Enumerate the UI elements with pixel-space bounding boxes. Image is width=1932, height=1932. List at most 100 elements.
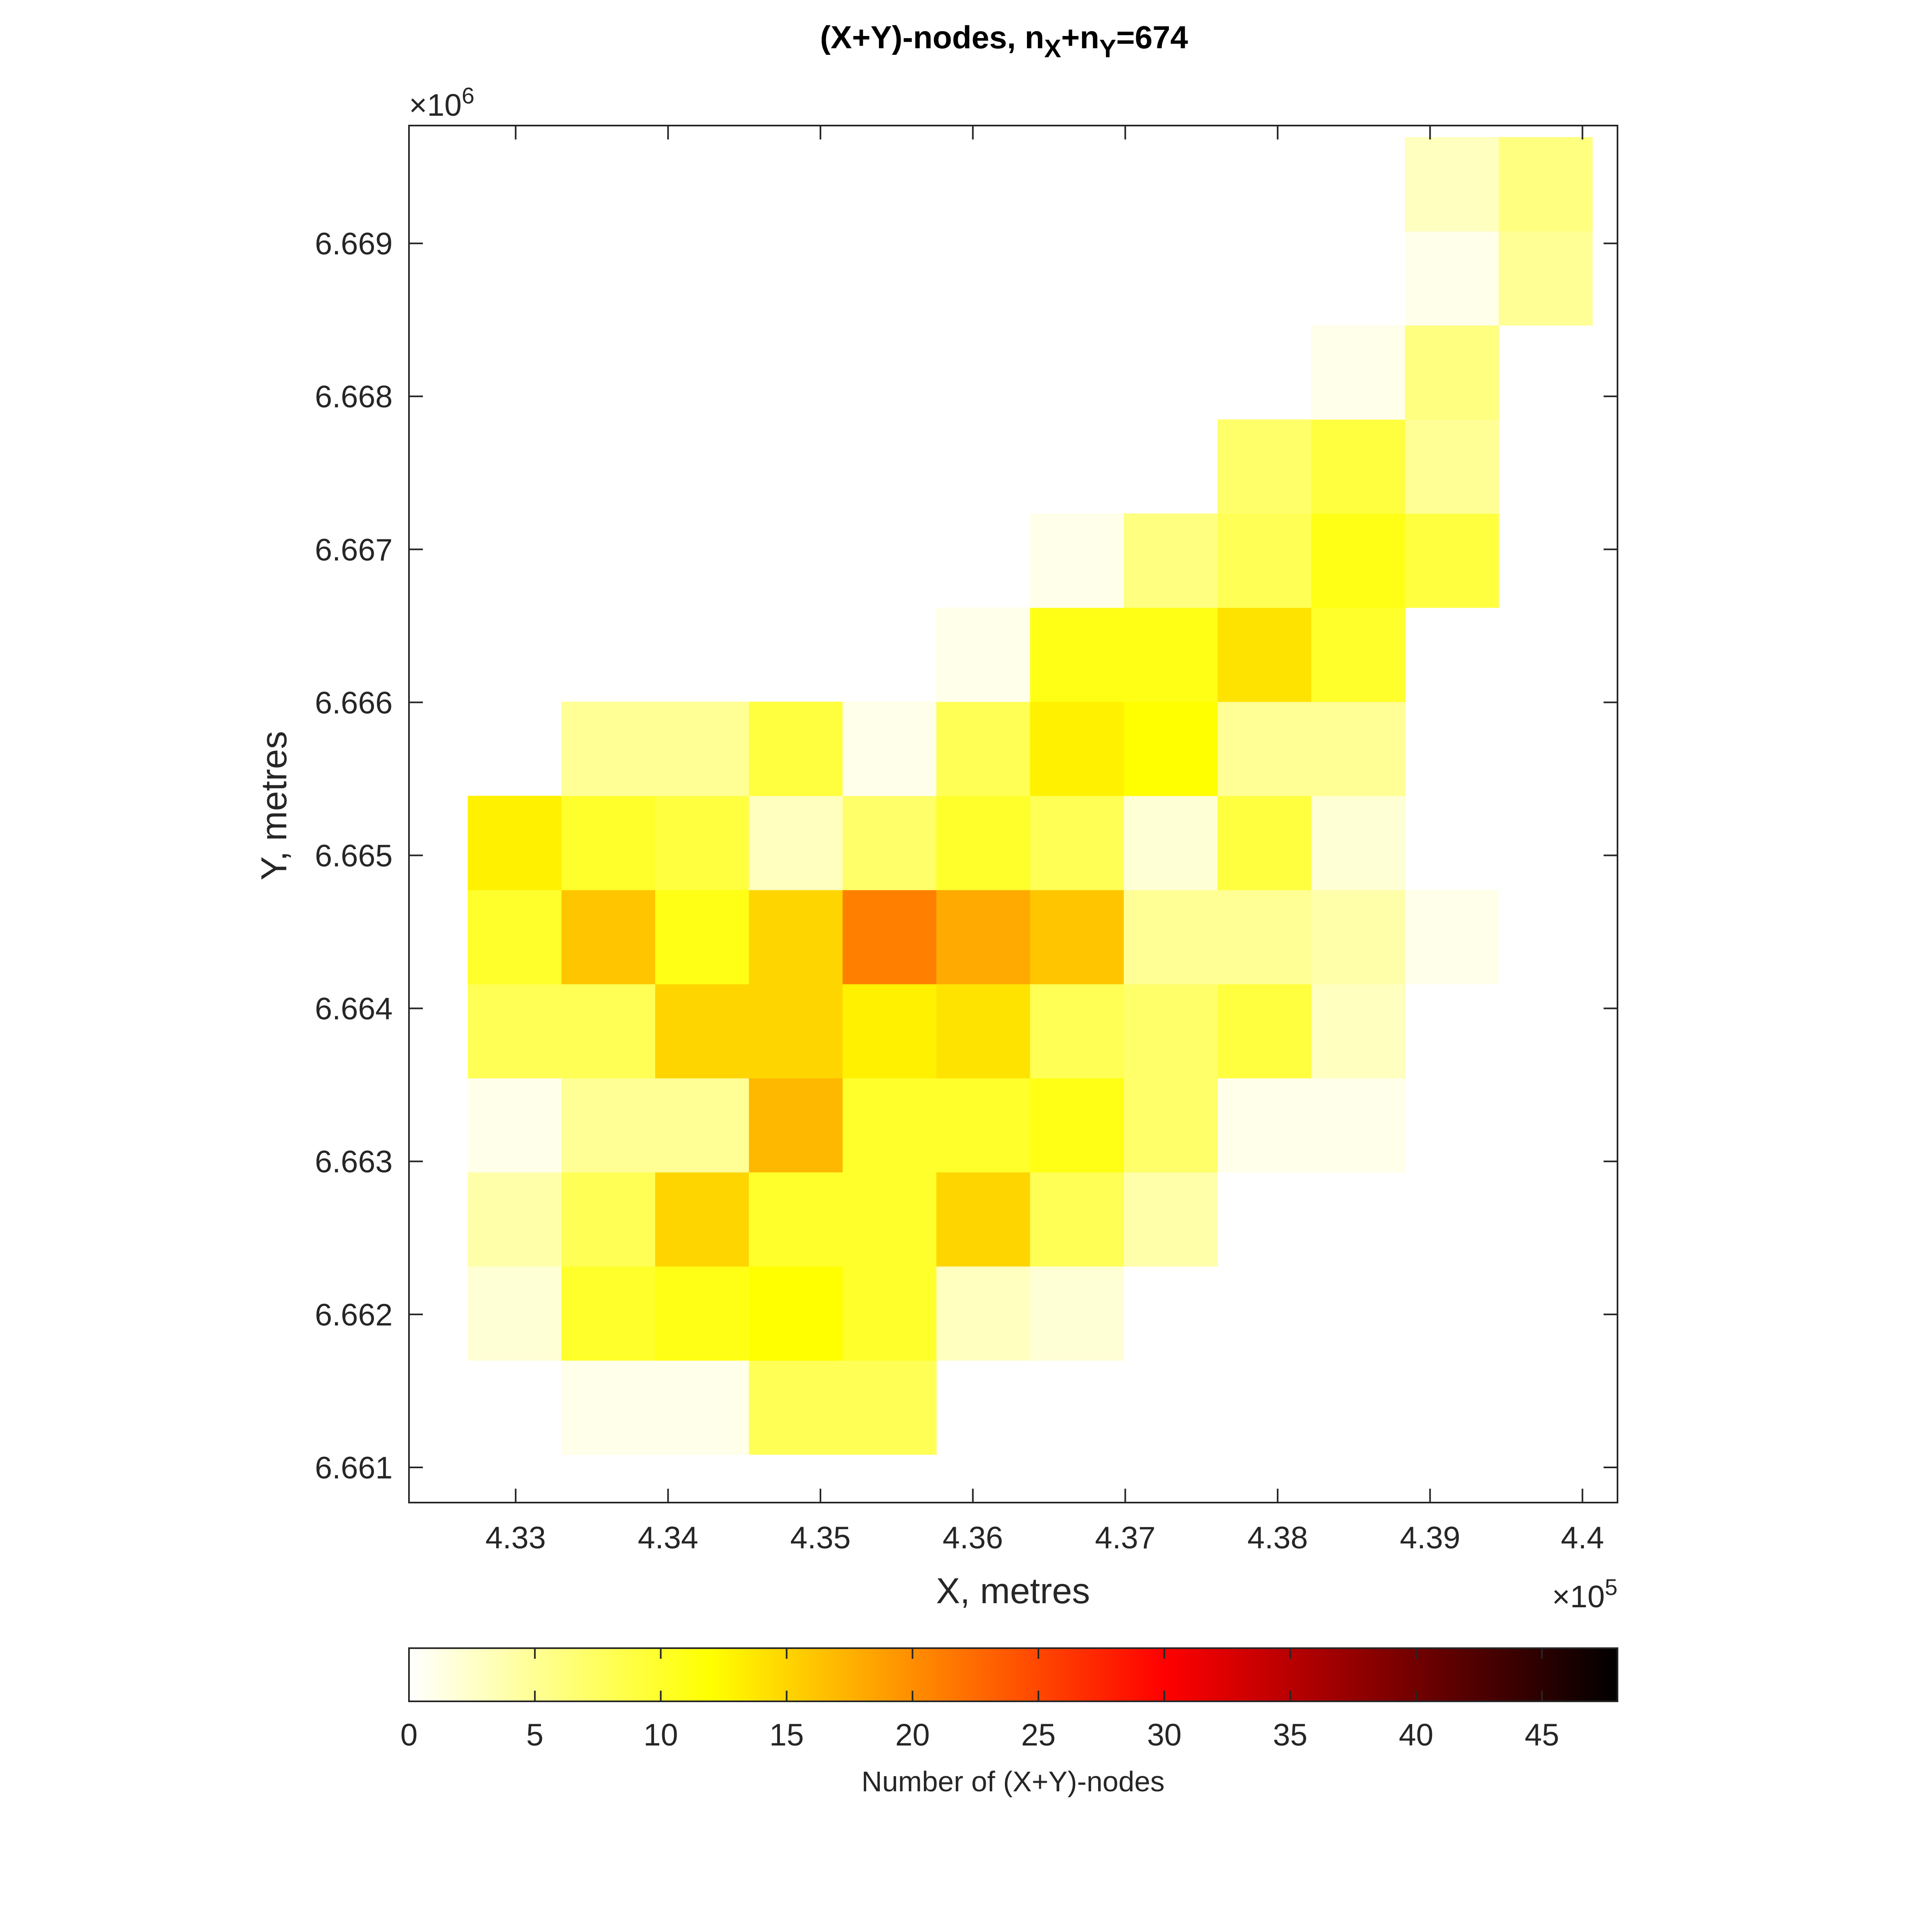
y-exponent-label: ×106: [409, 83, 474, 123]
colorbar-tick-label: 10: [643, 1718, 678, 1752]
heatmap-cell: [936, 607, 1031, 702]
x-tick-label: 4.38: [1247, 1521, 1308, 1555]
heatmap-cell: [842, 701, 937, 796]
heatmap-cell: [655, 1266, 749, 1361]
colorbar-label: Number of (X+Y)-nodes: [861, 1766, 1164, 1797]
heatmap-cell: [749, 984, 843, 1078]
heatmap-cell: [655, 701, 749, 796]
heatmap-cell: [842, 1078, 937, 1173]
chart-title: (X+Y)-nodes, nX+nY=674: [820, 19, 1188, 63]
heatmap-cell: [1311, 607, 1405, 702]
heatmap-cell: [936, 795, 1031, 890]
heatmap-cell: [749, 1360, 843, 1455]
colorbar-tick-label: 45: [1525, 1718, 1559, 1752]
heatmap-cell: [1123, 607, 1218, 702]
heatmap-cell: [1498, 137, 1593, 231]
heatmap-cell: [936, 890, 1031, 984]
heatmap-cell: [1218, 795, 1312, 890]
heatmap-cell: [467, 890, 562, 984]
y-tick-label: 6.667: [315, 532, 393, 567]
heatmap-cell: [1311, 984, 1405, 1078]
heatmap-cell: [1311, 325, 1405, 420]
heatmap-cell: [1498, 231, 1593, 326]
x-tick-label: 4.4: [1561, 1521, 1604, 1555]
heatmap-cell: [655, 1078, 749, 1173]
heatmap-cell: [655, 890, 749, 984]
heatmap-cell: [936, 984, 1031, 1078]
colorbar-tick-label: 20: [895, 1718, 930, 1752]
heatmap-cell: [1311, 419, 1405, 514]
heatmap-cell: [467, 1266, 562, 1361]
heatmap-cell: [1123, 1078, 1218, 1173]
y-tick-label: 6.669: [315, 227, 393, 261]
heatmap-cell: [655, 795, 749, 890]
heatmap-cell: [467, 1078, 562, 1173]
y-tick-label: 6.668: [315, 380, 393, 414]
heatmap-cell: [1405, 513, 1499, 608]
heatmap-cell: [749, 1172, 843, 1267]
heatmap-cell: [467, 984, 562, 1078]
plot-frame: [408, 125, 1618, 1503]
y-axis-label: Y, metres: [254, 731, 294, 880]
y-tick-label: 6.663: [315, 1145, 393, 1179]
colorbar-tick-label: 0: [400, 1718, 418, 1752]
heatmap-cell: [1123, 513, 1218, 608]
x-tick-label: 4.35: [790, 1521, 851, 1555]
heatmap-cell: [842, 1266, 937, 1361]
heatmap-cell: [1218, 1078, 1312, 1173]
heatmap-cell: [1030, 1266, 1124, 1361]
heatmap-cell: [842, 1360, 937, 1455]
heatmap-cell: [655, 1360, 749, 1455]
heatmap-cell: [561, 890, 656, 984]
colorbar-tick-label: 25: [1021, 1718, 1056, 1752]
heatmap-cell: [1123, 1172, 1218, 1267]
heatmap-cell: [1123, 701, 1218, 796]
heatmap-cell: [749, 795, 843, 890]
heatmap-cell: [749, 1078, 843, 1173]
heatmap-cell: [655, 1172, 749, 1267]
heatmap-cell: [842, 984, 937, 1078]
heatmap-cell: [936, 1266, 1031, 1361]
heatmap-cell: [1030, 1172, 1124, 1267]
colorbar-tick-label: 40: [1399, 1718, 1433, 1752]
heatmap-cell: [1311, 513, 1405, 608]
heatmap-cell: [561, 1360, 656, 1455]
heatmap-cell: [1218, 890, 1312, 984]
x-tick-label: 4.33: [485, 1521, 546, 1555]
axis-ticks: 4.33 4.34 4.35 4.36 4.37 4.38 4.39 4.4 6.661 6.66…: [315, 126, 1617, 1555]
heatmap-cell: [561, 795, 656, 890]
heatmap-cells: [467, 137, 1593, 1455]
x-axis-label: X, metres: [936, 1570, 1090, 1611]
heatmap-cell: [1123, 890, 1218, 984]
y-tick-label: 6.665: [315, 839, 393, 874]
heatmap-cell: [561, 984, 656, 1078]
heatmap-cell: [749, 1266, 843, 1361]
heatmap-cell: [1311, 795, 1405, 890]
heatmap-cell: [561, 1266, 656, 1361]
colorbar-tick-label: 15: [769, 1718, 804, 1752]
heatmap-cell: [561, 701, 656, 796]
heatmap-cell: [1123, 984, 1218, 1078]
heatmap-cell: [467, 795, 562, 890]
heatmap-cell: [1030, 513, 1124, 608]
colorbar-tick-label: 35: [1273, 1718, 1307, 1752]
y-tick-label: 6.661: [315, 1451, 393, 1485]
y-tick-label: 6.666: [315, 685, 393, 720]
heatmap-cell: [1030, 890, 1124, 984]
colorbar-tick-label: 30: [1147, 1718, 1182, 1752]
colorbar: [408, 1647, 1618, 1702]
heatmap-cell: [1030, 607, 1124, 702]
heatmap-cell: [936, 1172, 1031, 1267]
heatmap-cell: [1405, 890, 1499, 984]
heatmap-cell: [1405, 137, 1499, 231]
x-tick-label: 4.37: [1095, 1521, 1155, 1555]
heatmap-cell: [1311, 701, 1405, 796]
heatmap-cell: [561, 1078, 656, 1173]
heatmap-cell: [936, 701, 1031, 796]
heatmap-cell: [561, 1172, 656, 1267]
y-tick-label: 6.662: [315, 1298, 393, 1332]
heatmap-cell: [749, 701, 843, 796]
x-tick-label: 4.34: [638, 1521, 699, 1555]
heatmap-cell: [936, 1078, 1031, 1173]
